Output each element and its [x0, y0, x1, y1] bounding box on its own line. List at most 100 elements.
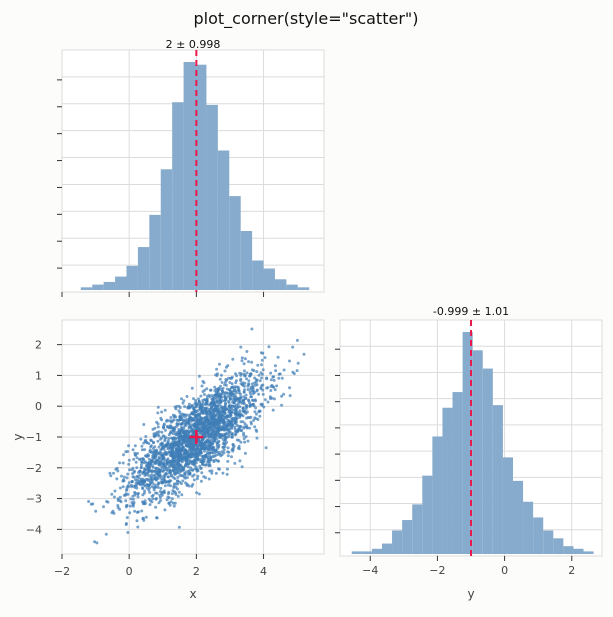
scatter-point	[230, 375, 234, 379]
scatter-point	[215, 430, 219, 433]
scatter-point	[180, 460, 184, 464]
scatter-point	[201, 417, 205, 421]
scatter-point	[238, 409, 242, 413]
scatter-point	[116, 506, 120, 510]
scatter-point	[261, 351, 265, 355]
scatter-point	[173, 501, 177, 505]
scatter-point	[240, 359, 244, 363]
scatter-point	[224, 416, 228, 420]
scatter-point	[154, 472, 158, 476]
scatter-point	[184, 429, 188, 433]
scatter-point	[94, 509, 98, 513]
scatter-point	[141, 483, 145, 486]
scatter-point	[146, 466, 150, 469]
scatter-point	[154, 497, 158, 501]
scatter-point	[155, 448, 159, 452]
scatter-point	[159, 416, 163, 420]
scatter-point	[250, 360, 254, 364]
scatter-point	[217, 445, 221, 449]
scatter-point	[168, 470, 172, 474]
scatter-point	[125, 504, 129, 508]
y-tick-label: 0	[35, 400, 42, 413]
scatter-point	[219, 418, 222, 422]
scatter-point	[153, 485, 157, 489]
scatter-point	[187, 418, 191, 422]
scatter-point	[228, 395, 232, 399]
scatter-point	[188, 471, 192, 475]
scatter-point	[204, 412, 208, 416]
scatter-point	[179, 435, 183, 439]
histogram-bar	[442, 407, 453, 554]
scatter-point	[141, 517, 145, 521]
scatter-point	[177, 438, 181, 442]
scatter-point	[186, 465, 190, 469]
scatter-point	[115, 477, 119, 481]
scatter-point	[173, 443, 177, 447]
x-tick-label: 0	[501, 564, 508, 577]
scatter-point	[187, 462, 191, 466]
histogram-bar	[512, 480, 524, 554]
scatter-point	[177, 490, 181, 494]
scatter-point	[201, 403, 205, 407]
scatter-point	[174, 453, 178, 457]
x-tick-label: 2	[193, 565, 200, 578]
scatter-point	[201, 462, 204, 466]
scatter-point	[212, 401, 216, 405]
scatter-point	[259, 371, 263, 375]
y-marginal-ticks: −4 −2 0 2	[335, 348, 575, 577]
scatter-point	[187, 455, 191, 459]
scatter-point	[184, 481, 188, 485]
scatter-point	[200, 423, 204, 427]
scatter-point	[222, 434, 226, 438]
scatter-point	[170, 426, 174, 430]
scatter-point	[224, 383, 228, 387]
scatter-point	[190, 417, 194, 420]
scatter-point	[221, 471, 225, 475]
scatter-point	[195, 456, 199, 460]
scatter-point	[104, 532, 108, 536]
scatter-point	[257, 392, 261, 396]
histogram-bar	[573, 548, 584, 554]
scatter-point	[158, 493, 162, 497]
scatter-point	[154, 454, 158, 458]
scatter-point	[276, 355, 280, 359]
scatter-point	[203, 406, 207, 410]
scatter-point	[192, 424, 196, 428]
scatter-point	[230, 382, 234, 386]
scatter-point	[169, 419, 173, 423]
scatter-point	[161, 469, 165, 473]
scatter-point	[139, 437, 143, 441]
scatter-point	[169, 416, 173, 419]
scatter-point	[184, 456, 188, 460]
scatter-point	[282, 368, 286, 372]
scatter-point	[209, 388, 213, 392]
scatter-point	[193, 427, 197, 430]
scatter-point	[165, 498, 169, 502]
histogram-bar	[402, 520, 413, 554]
scatter-point	[172, 466, 175, 470]
scatter-point	[190, 437, 194, 441]
scatter-point	[302, 352, 306, 356]
scatter-point	[126, 472, 130, 476]
scatter-point	[169, 431, 173, 435]
scatter-point	[243, 440, 247, 444]
scatter-point	[274, 369, 278, 373]
scatter-point	[124, 499, 128, 503]
scatter-point	[136, 451, 139, 455]
scatter-point	[230, 455, 233, 459]
scatter-point	[158, 456, 161, 460]
scatter-point	[149, 450, 153, 454]
scatter-point	[199, 466, 203, 470]
scatter-point	[195, 415, 199, 419]
scatter-point	[143, 460, 147, 464]
scatter-point	[258, 409, 262, 413]
histogram-bar	[183, 62, 196, 290]
scatter-point	[252, 418, 256, 422]
scatter-point	[173, 405, 177, 409]
scatter-point	[296, 361, 300, 365]
scatter-point	[176, 479, 180, 483]
histogram-bar	[115, 276, 127, 290]
scatter-point	[208, 423, 212, 426]
scatter-point	[169, 473, 173, 477]
scatter-point	[205, 419, 209, 423]
